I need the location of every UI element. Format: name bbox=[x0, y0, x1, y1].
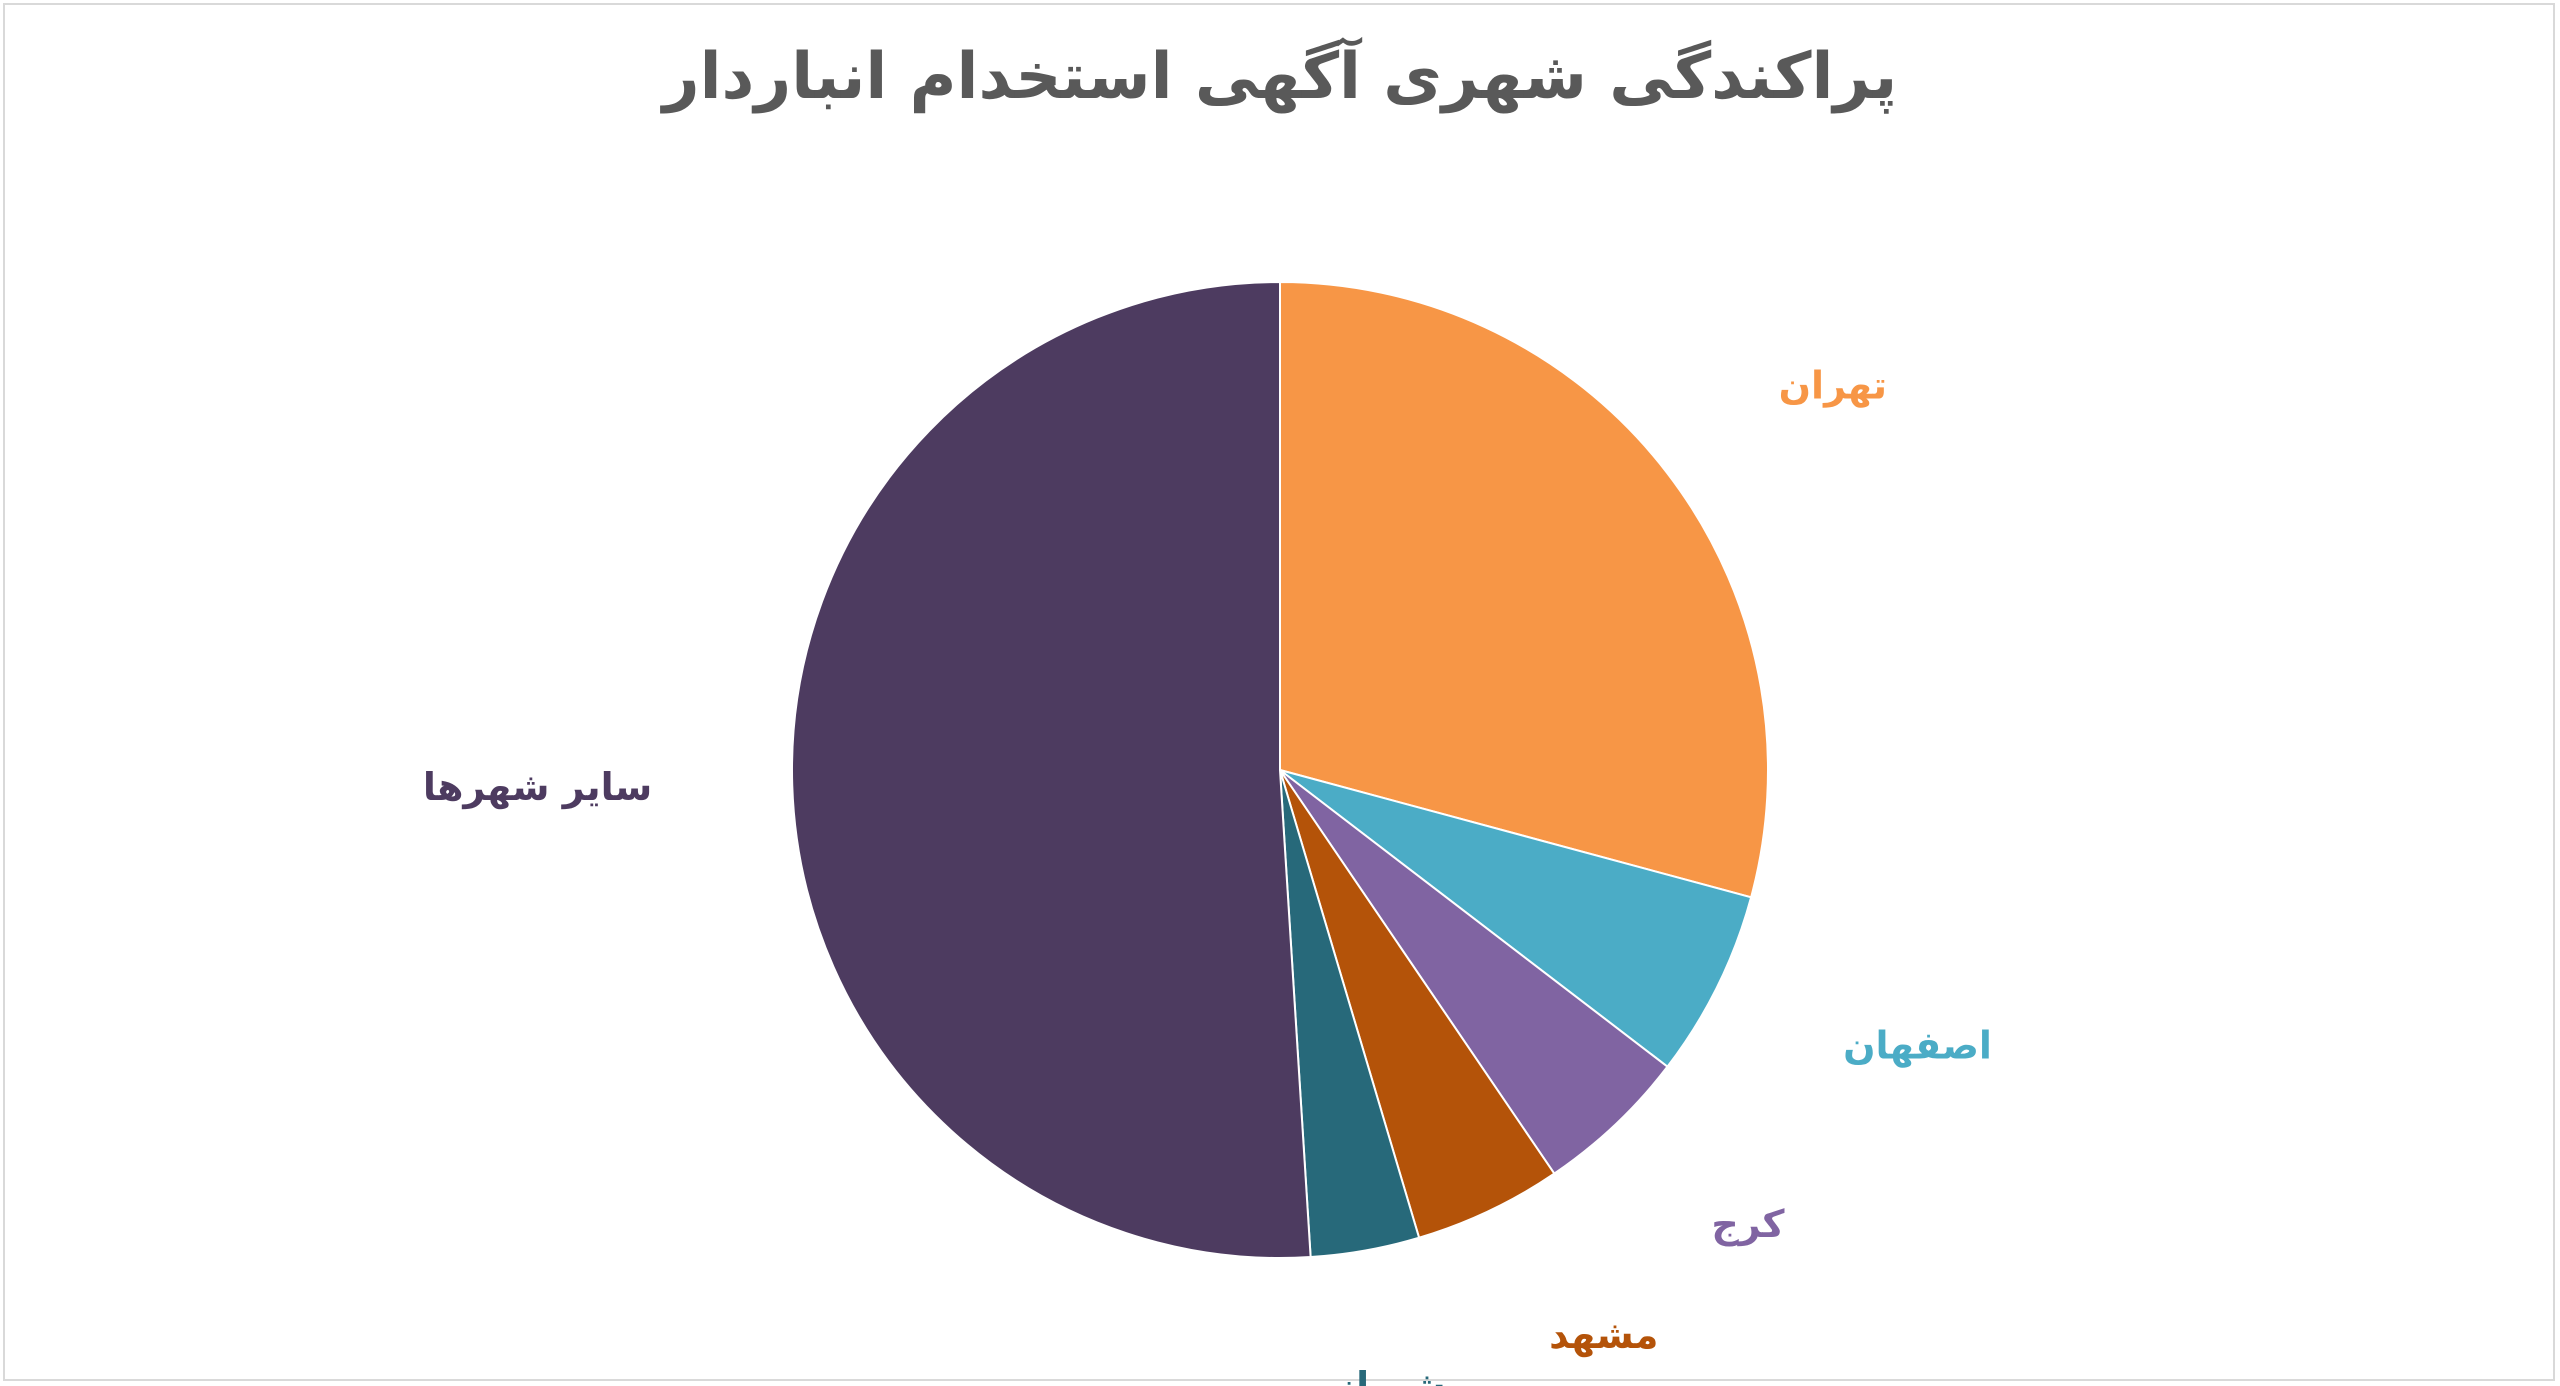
pie-label-1: اصفهان bbox=[1843, 1024, 1992, 1068]
pie-label-4: شیراز bbox=[1332, 1364, 1445, 1386]
pie-label-5: سایر شهرها bbox=[423, 765, 652, 809]
pie-slice-1 bbox=[1279, 769, 1753, 1069]
pie-label-0: تهران bbox=[1779, 364, 1887, 408]
chart-title: پراکندگی شهری آگهی استخدام انباردار bbox=[662, 40, 1898, 114]
pie-slice-3 bbox=[1279, 769, 1556, 1240]
pie-slice-0 bbox=[1279, 280, 1770, 899]
pie-slice-2 bbox=[1279, 769, 1669, 1176]
pie-label-3: مشهد bbox=[1549, 1313, 1658, 1357]
pie-slice-5 bbox=[791, 280, 1312, 1259]
pie-label-2: کرج bbox=[1711, 1202, 1785, 1246]
